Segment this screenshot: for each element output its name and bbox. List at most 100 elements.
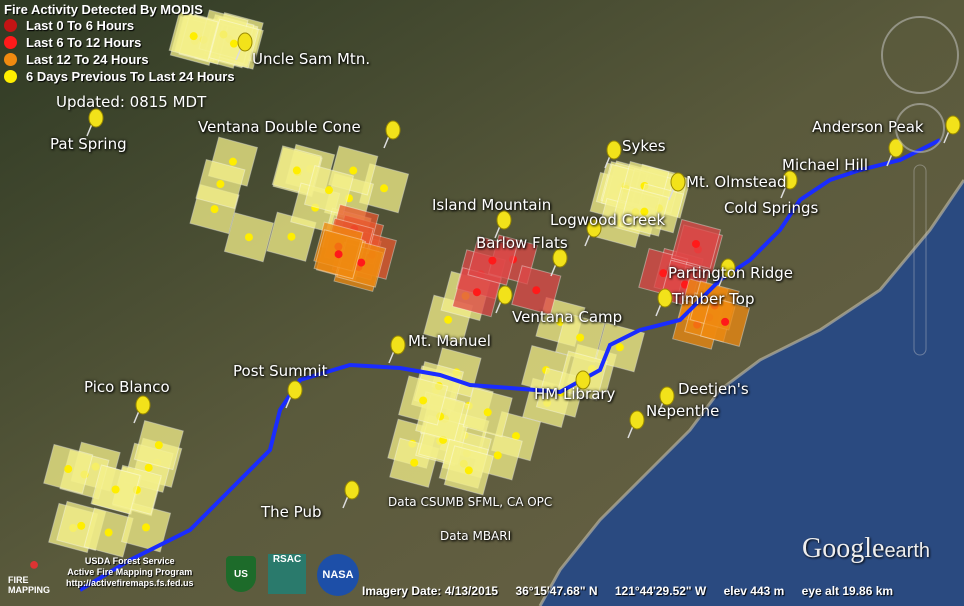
pushpin-icon[interactable] xyxy=(718,258,736,287)
fire-detection-dot[interactable] xyxy=(464,466,473,475)
pushpin-icon[interactable] xyxy=(655,288,673,317)
fire-detection-dot[interactable] xyxy=(292,166,301,175)
place-label[interactable]: Barlow Flats xyxy=(476,234,568,252)
fire-detection-dot[interactable] xyxy=(189,32,198,41)
dot-icon xyxy=(4,53,17,66)
pushpin-icon[interactable] xyxy=(383,120,401,149)
pushpin-icon[interactable] xyxy=(780,170,798,199)
fire-detection-dot[interactable] xyxy=(229,39,238,48)
fire-detection-dot[interactable] xyxy=(493,451,502,460)
place-label[interactable]: Pat Spring xyxy=(50,135,127,153)
fire-detection-dot[interactable] xyxy=(228,157,237,166)
pushpin-icon[interactable] xyxy=(627,410,645,439)
credits: USDA Forest Service Active Fire Mapping … xyxy=(66,556,194,588)
fire-detection-dot[interactable] xyxy=(349,166,358,175)
compass-control[interactable] xyxy=(881,16,959,94)
credits-link[interactable]: http://activefiremaps.fs.fed.us xyxy=(66,578,194,588)
place-label[interactable]: Partington Ridge xyxy=(668,264,794,282)
fire-detection-dot[interactable] xyxy=(640,207,649,216)
pushpin-icon[interactable] xyxy=(668,172,686,201)
place-label[interactable]: Pico Blanco xyxy=(84,378,170,396)
pushpin-icon[interactable] xyxy=(604,140,622,169)
fire-detection-dot[interactable] xyxy=(483,408,492,417)
fire-detection-dot[interactable] xyxy=(444,315,453,324)
eye-altitude: eye alt 19.86 km xyxy=(801,584,894,598)
fire-detection-dot[interactable] xyxy=(287,232,296,241)
fire-detection-dot[interactable] xyxy=(142,523,151,532)
updated-time: Updated: 0815 MDT xyxy=(56,93,207,111)
place-label[interactable]: Mt. Olmstead xyxy=(686,173,787,191)
fire-detection-dot[interactable] xyxy=(144,463,153,472)
pushpin-icon[interactable] xyxy=(573,370,591,399)
fire-detection-dot[interactable] xyxy=(472,288,481,297)
fire-detection-dot[interactable] xyxy=(64,465,73,474)
pushpin-icon[interactable] xyxy=(886,138,904,167)
fire-detection-dot[interactable] xyxy=(691,239,700,248)
place-label[interactable]: Cold Springs xyxy=(724,199,819,217)
place-label[interactable]: Anderson Peak xyxy=(812,118,924,136)
pushpin-icon[interactable] xyxy=(550,248,568,277)
fire-detection-dot[interactable] xyxy=(111,485,120,494)
pushpin-icon[interactable] xyxy=(86,108,104,137)
fire-detection-dot[interactable] xyxy=(380,184,389,193)
dot-icon xyxy=(4,19,17,32)
fire-detection-dot[interactable] xyxy=(104,528,113,537)
fire-detection-dot[interactable] xyxy=(681,280,690,289)
legend-item: Last 0 To 6 Hours xyxy=(4,17,235,34)
pushpin-icon[interactable] xyxy=(342,480,360,509)
fire-detection-dot[interactable] xyxy=(216,180,225,189)
imagery-date: Imagery Date: 4/13/2015 xyxy=(362,584,499,598)
fire-detection-dot[interactable] xyxy=(512,432,521,441)
ocean xyxy=(540,180,964,606)
nasa-logo: NASA xyxy=(317,554,359,596)
fire-detection-dot[interactable] xyxy=(325,186,334,195)
fire-detection-dot[interactable] xyxy=(334,250,343,259)
fire-detection-dot[interactable] xyxy=(556,317,565,326)
status-bar: Imagery Date: 4/13/2015 36°15'47.68" N 1… xyxy=(362,584,907,598)
fire-detection-dot[interactable] xyxy=(659,269,668,278)
fire-detection-dot[interactable] xyxy=(419,396,428,405)
zoom-slider[interactable] xyxy=(913,164,927,356)
fire-detection-dot[interactable] xyxy=(410,458,419,467)
pushpin-icon[interactable] xyxy=(494,210,512,239)
fire-detection-dot[interactable] xyxy=(244,233,253,242)
pushpin-icon[interactable] xyxy=(657,386,675,415)
pushpin-icon[interactable] xyxy=(584,218,602,247)
dot-icon xyxy=(4,36,17,49)
pushpin-icon[interactable] xyxy=(495,285,513,314)
pushpin-icon[interactable] xyxy=(235,32,253,61)
place-label[interactable]: Nepenthe xyxy=(646,402,720,420)
place-label[interactable]: Post Summit xyxy=(233,362,328,380)
fire-detection-dot[interactable] xyxy=(532,286,541,295)
fire-detection-dot[interactable] xyxy=(721,317,730,326)
place-label[interactable]: Ventana Camp xyxy=(512,308,623,326)
place-label[interactable]: Logwood Creek xyxy=(550,211,666,229)
place-label[interactable]: Mt. Manuel xyxy=(408,332,491,350)
latitude: 36°15'47.68" N xyxy=(515,584,598,598)
fire-detection-dot[interactable] xyxy=(210,205,219,214)
fire-detection-dot[interactable] xyxy=(615,343,624,352)
pushpin-icon[interactable] xyxy=(285,380,303,409)
place-label[interactable]: Michael Hill xyxy=(782,156,869,174)
longitude: 121°44'29.52" W xyxy=(614,584,707,598)
place-label[interactable]: Deetjen's xyxy=(678,380,749,398)
place-label[interactable]: Timber Top xyxy=(672,290,755,308)
pushpin-icon[interactable] xyxy=(133,395,151,424)
place-label[interactable]: Sykes xyxy=(622,137,666,155)
place-label[interactable]: Island Mountain xyxy=(432,196,552,214)
fire-detection-dot[interactable] xyxy=(357,258,366,267)
fire-detection-dot[interactable] xyxy=(576,333,585,342)
place-label[interactable]: Uncle Sam Mtn. xyxy=(252,50,371,68)
place-label[interactable]: Data MBARI xyxy=(440,529,512,543)
pushpin-icon[interactable] xyxy=(943,115,961,144)
place-label[interactable]: Data CSUMB SFML, CA OPC xyxy=(388,495,553,509)
pushpin-icon[interactable] xyxy=(388,335,406,364)
place-label[interactable]: Ventana Double Cone xyxy=(198,118,361,136)
fire-detection-dot[interactable] xyxy=(488,256,497,265)
look-control[interactable] xyxy=(895,103,945,153)
place-label[interactable]: The Pub xyxy=(261,503,322,521)
place-label[interactable]: HM Library xyxy=(534,385,616,403)
fire-detection-dot[interactable] xyxy=(77,521,86,530)
fire-detection-dot[interactable] xyxy=(154,441,163,450)
